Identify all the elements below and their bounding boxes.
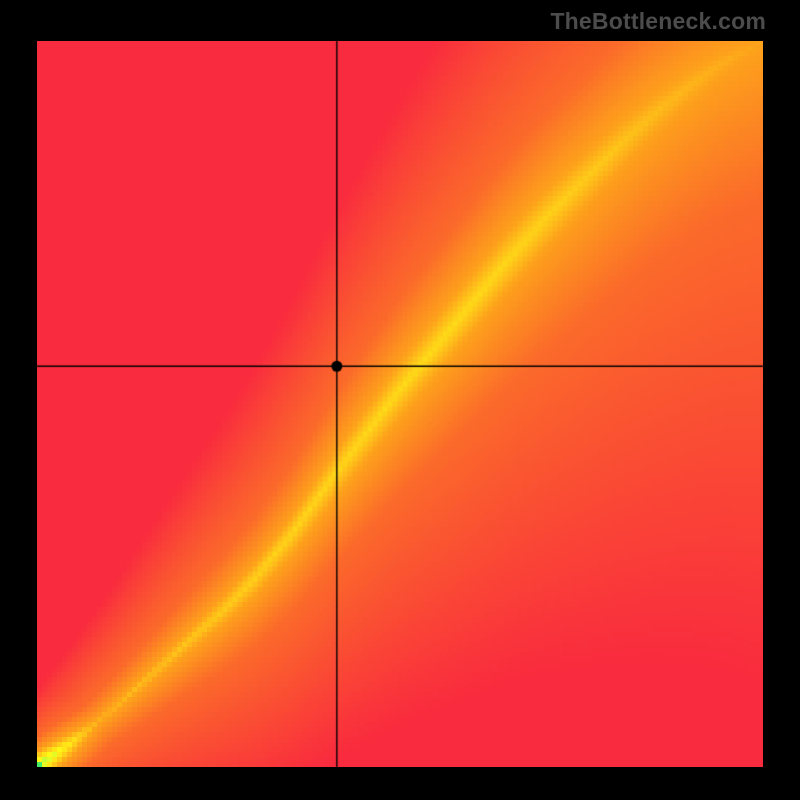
- chart-container: { "canvas": { "width": 800, "height": 80…: [0, 0, 800, 800]
- watermark-text: TheBottleneck.com: [550, 8, 766, 35]
- bottleneck-heatmap: [37, 41, 763, 767]
